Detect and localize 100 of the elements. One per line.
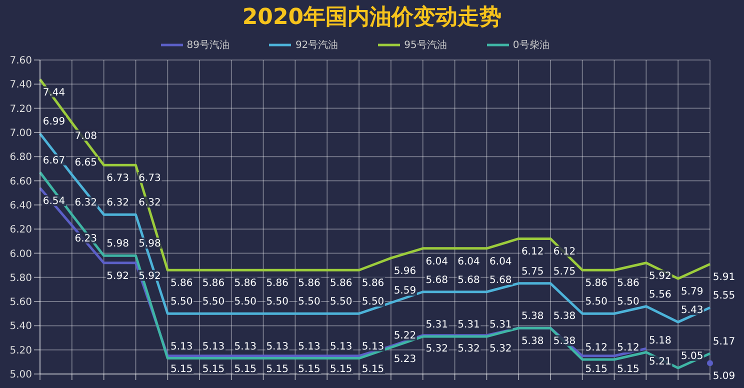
data-label: 5.50 xyxy=(202,296,225,308)
y-tick-label: 5.20 xyxy=(10,345,32,356)
y-tick-label: 5.40 xyxy=(10,321,32,332)
data-label: 5.38 xyxy=(521,336,544,348)
data-label: 5.50 xyxy=(234,296,257,308)
data-label: 5.15 xyxy=(170,364,193,375)
y-tick-label: 6.60 xyxy=(10,176,32,188)
data-label: 5.50 xyxy=(362,296,384,308)
data-label: 5.92 xyxy=(106,270,129,282)
data-label: 6.32 xyxy=(106,198,129,209)
data-label: 5.50 xyxy=(298,296,320,308)
legend-label: 92号汽油 xyxy=(294,38,338,52)
data-label: 5.68 xyxy=(426,274,448,286)
data-label: 5.13 xyxy=(266,341,288,352)
y-tick-label: 6.00 xyxy=(10,248,32,260)
data-label: 5.31 xyxy=(490,320,512,331)
y-tick-label: 5.00 xyxy=(10,370,32,381)
data-label: 5.32 xyxy=(490,343,512,354)
data-label: 5.86 xyxy=(298,278,320,290)
y-tick-label: 7.20 xyxy=(10,104,32,115)
y-tick-label: 7.00 xyxy=(10,128,32,140)
data-label: 5.12 xyxy=(585,342,608,354)
data-label: 6.12 xyxy=(521,246,544,258)
data-label: 5.15 xyxy=(266,364,288,375)
data-label: 5.92 xyxy=(649,270,672,282)
data-label: 5.17 xyxy=(712,336,736,348)
data-label: 6.73 xyxy=(138,173,161,184)
data-label: 5.86 xyxy=(234,278,257,290)
data-label: 5.09 xyxy=(712,371,736,382)
data-label: 6.67 xyxy=(42,155,66,166)
data-label: 5.13 xyxy=(234,341,257,352)
data-label: 5.31 xyxy=(426,320,448,331)
data-label: 5.13 xyxy=(202,341,225,352)
data-label: 5.32 xyxy=(426,343,448,354)
data-label: 5.38 xyxy=(521,311,544,322)
data-label: 6.32 xyxy=(138,198,161,209)
data-label: 5.55 xyxy=(712,290,736,302)
data-label: 5.96 xyxy=(394,266,416,278)
data-label: 5.23 xyxy=(394,354,416,366)
y-tick-label: 7.60 xyxy=(10,56,32,67)
data-label: 5.13 xyxy=(298,341,320,352)
data-label: 5.12 xyxy=(617,342,640,354)
y-tick-label: 5.60 xyxy=(10,297,32,308)
data-label: 5.32 xyxy=(458,343,480,354)
data-label: 5.86 xyxy=(202,278,225,290)
legend-label: 0号柴油 xyxy=(512,38,550,52)
data-label: 5.86 xyxy=(617,278,640,290)
data-label: 5.15 xyxy=(202,364,225,375)
data-label: 5.75 xyxy=(521,266,544,278)
data-label: 5.15 xyxy=(298,364,320,375)
data-label: 5.86 xyxy=(585,278,608,290)
legend-label: 89号汽油 xyxy=(186,38,230,52)
data-label: 5.21 xyxy=(649,356,672,368)
data-label: 5.15 xyxy=(617,364,640,375)
data-label: 5.15 xyxy=(362,364,384,375)
data-label: 5.38 xyxy=(553,336,576,348)
data-label: 5.13 xyxy=(362,341,384,352)
data-label: 5.68 xyxy=(490,274,512,286)
data-label: 5.50 xyxy=(585,296,608,308)
y-tick-label: 6.40 xyxy=(10,200,32,212)
data-label: 6.04 xyxy=(490,256,512,268)
data-label: 5.86 xyxy=(362,278,384,290)
data-label: 6.65 xyxy=(74,158,98,169)
data-label: 6.23 xyxy=(74,233,98,244)
data-label: 5.98 xyxy=(106,238,129,250)
data-label: 5.50 xyxy=(170,296,193,308)
data-label: 6.99 xyxy=(42,116,66,128)
data-label: 5.86 xyxy=(266,278,288,290)
data-label: 6.04 xyxy=(458,256,480,268)
data-label: 6.73 xyxy=(106,173,129,184)
data-label: 5.50 xyxy=(266,296,288,308)
data-label: 5.59 xyxy=(394,286,416,297)
data-label: 5.43 xyxy=(680,305,704,316)
data-label: 5.13 xyxy=(330,341,352,352)
y-tick-label: 6.20 xyxy=(10,224,32,236)
data-label: 5.15 xyxy=(330,364,352,375)
chart-title: 2020年国内油价变动走势 xyxy=(241,4,503,32)
data-label: 6.32 xyxy=(74,198,98,209)
data-label: 5.75 xyxy=(553,266,576,278)
data-label: 5.79 xyxy=(680,286,704,298)
data-label: 5.13 xyxy=(170,341,193,352)
data-label: 5.68 xyxy=(458,274,480,286)
data-label: 6.54 xyxy=(42,196,66,208)
data-label: 7.44 xyxy=(42,87,66,98)
data-label: 5.38 xyxy=(553,311,576,322)
data-label: 5.50 xyxy=(617,296,640,308)
data-label: 5.15 xyxy=(234,364,257,375)
y-tick-label: 7.40 xyxy=(10,80,32,91)
data-label: 6.04 xyxy=(426,256,448,268)
data-label: 7.08 xyxy=(74,130,98,142)
data-label: 5.56 xyxy=(649,289,672,300)
data-label: 5.86 xyxy=(170,278,193,290)
data-label: 5.18 xyxy=(649,335,672,346)
data-label: 5.50 xyxy=(330,296,352,308)
data-label: 5.15 xyxy=(585,364,608,375)
data-label: 5.05 xyxy=(680,350,704,362)
data-label: 5.86 xyxy=(330,278,352,290)
data-label: 5.22 xyxy=(394,330,416,342)
data-label: 5.92 xyxy=(138,270,161,282)
data-label: 5.31 xyxy=(458,320,480,331)
